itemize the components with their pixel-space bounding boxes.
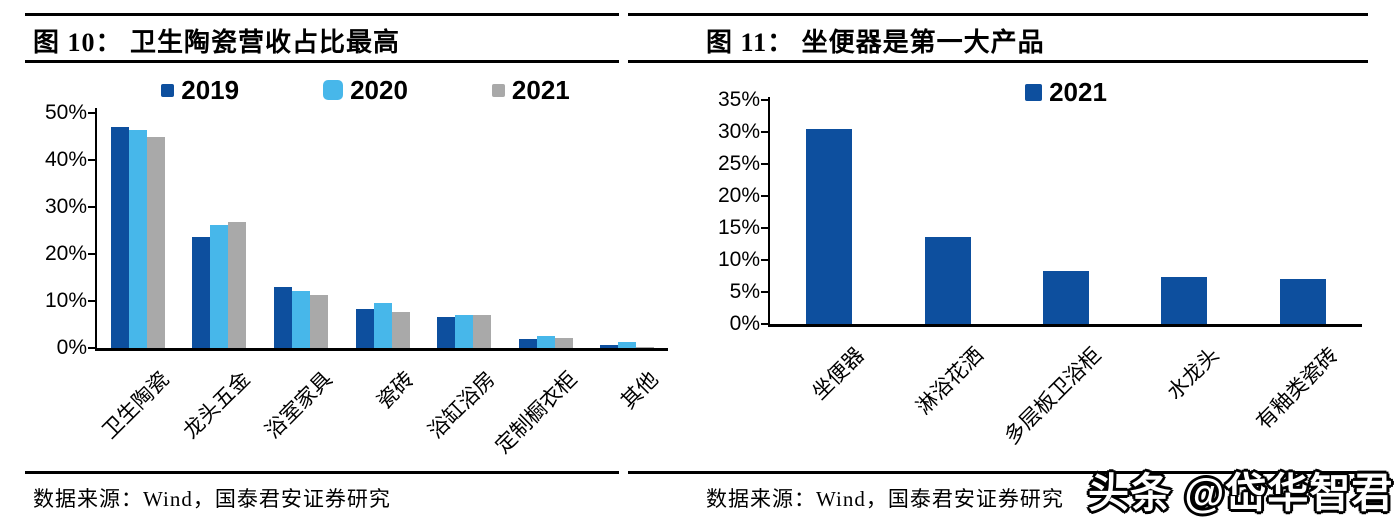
chart-bar-2021 [1161, 277, 1208, 324]
figure11-source-rule [628, 471, 1368, 474]
legend-item-2021: 2021 [1025, 79, 1107, 105]
legend-swatch-icon [491, 83, 505, 97]
y-axis-tick-mark [761, 99, 768, 101]
legend-label: 2021 [1049, 77, 1107, 107]
y-axis-tick-label: 20% [44, 242, 87, 265]
y-axis-tick-mark [88, 300, 95, 302]
y-axis-tick-label: 5% [729, 280, 760, 303]
y-axis-tick-mark [88, 206, 95, 208]
figure11-title: 图 11： 坐便器是第一大产品 [706, 28, 1045, 57]
legend-label: 2019 [181, 75, 240, 105]
x-category-label: 瓷砖 [371, 366, 419, 414]
chart-bar-2021 [554, 337, 573, 348]
y-axis-tick-mark [761, 291, 768, 293]
x-category-label: 水龙头 [1162, 342, 1225, 405]
chart-bar-2020 [536, 335, 555, 348]
y-axis-tick-label: 30% [717, 120, 760, 143]
y-axis-tick-mark [88, 253, 95, 255]
y-axis-tick-label: 50% [44, 101, 87, 124]
y-axis-line [95, 108, 97, 350]
legend-item-2020: 2020 [323, 77, 408, 103]
y-axis-tick-label: 30% [44, 195, 87, 218]
watermark-text: 头条 @岱华智君 [1088, 470, 1394, 516]
chart-bar-2019 [437, 316, 456, 348]
chart-bar-2021 [309, 294, 328, 348]
legend-item-2021: 2021 [491, 75, 570, 105]
y-axis-tick-mark [761, 323, 768, 325]
x-category-label: 多层板卫浴柜 [999, 342, 1106, 449]
legend-item-2019: 2019 [161, 77, 239, 103]
y-axis-tick-mark [761, 131, 768, 133]
y-axis-tick-label: 15% [717, 216, 760, 239]
chart-bar-2020 [128, 129, 147, 348]
figure11-legend: 2021 [770, 76, 1362, 108]
y-axis-tick-label: 10% [44, 289, 87, 312]
chart-bar-2021 [473, 314, 492, 348]
chart-bar-2021 [1279, 279, 1326, 324]
chart-bar-2021 [636, 346, 655, 348]
chart-bar-2020 [373, 303, 392, 348]
y-axis-tick-label: 20% [717, 184, 760, 207]
x-category-label: 其他 [616, 366, 664, 414]
legend-swatch-icon [1025, 83, 1043, 101]
x-category-label: 浴缸浴房 [423, 366, 500, 444]
figure11-title-rule [628, 60, 1368, 63]
y-axis-tick-mark [761, 163, 768, 165]
x-axis-line [768, 324, 1362, 327]
legend-swatch-icon [161, 83, 175, 97]
chart-bar-2020 [455, 315, 474, 348]
chart-bar-2020 [618, 341, 637, 348]
figure11-top-rule [628, 13, 1368, 16]
chart-bar-2019 [192, 236, 211, 348]
y-axis-tick-mark [761, 227, 768, 229]
figure10-source: 数据来源：Wind，国泰君安证券研究 [33, 487, 391, 511]
figure10-legend: 2019 2020 2021 [80, 74, 651, 106]
x-category-label: 卫生陶瓷 [97, 366, 174, 444]
y-axis-tick-label: 10% [717, 248, 760, 271]
chart-bar-2021 [806, 129, 853, 324]
figure10-top-rule [25, 13, 619, 16]
y-axis-line [768, 97, 770, 326]
y-axis-tick-label: 0% [56, 336, 87, 359]
x-category-label: 淋浴花洒 [911, 342, 988, 420]
y-axis-tick-mark [761, 259, 768, 261]
chart-bar-2019 [110, 127, 129, 348]
chart-bar-2019 [273, 287, 292, 348]
chart-bar-2021 [924, 236, 971, 324]
chart-bar-2021 [146, 137, 165, 348]
y-axis-tick-label: 40% [44, 148, 87, 171]
x-category-label: 龙头五金 [178, 366, 256, 444]
legend-label: 2020 [350, 75, 408, 105]
figure10-source-rule [25, 471, 619, 474]
y-axis-tick-label: 0% [729, 312, 760, 335]
chart-bar-2021 [228, 221, 247, 348]
y-axis-tick-mark [88, 159, 95, 161]
chart-bar-2019 [600, 344, 619, 348]
figure11-source: 数据来源：Wind，国泰君安证券研究 [706, 487, 1064, 511]
chart-bar-2019 [518, 339, 537, 348]
x-category-label: 浴室家具 [260, 366, 337, 444]
chart-bar-2020 [210, 225, 229, 348]
x-category-label: 有釉类瓷砖 [1251, 342, 1343, 435]
chart-bar-2021 [1043, 270, 1089, 324]
y-axis-tick-label: 25% [717, 152, 760, 175]
y-axis-tick-mark [88, 112, 95, 114]
figure10-title: 图 10： 卫生陶瓷营收占比最高 [33, 28, 401, 57]
figure10-title-rule [25, 60, 619, 63]
legend-label: 2021 [511, 75, 570, 105]
x-category-label: 坐便器 [807, 342, 870, 405]
legend-swatch-icon [323, 80, 344, 100]
y-axis-tick-mark [88, 347, 95, 349]
x-category-label: 定制橱衣柜 [490, 366, 582, 459]
y-axis-tick-label: 35% [717, 88, 760, 111]
x-axis-line [95, 348, 668, 351]
y-axis-tick-mark [761, 195, 768, 197]
chart-bar-2021 [391, 311, 410, 348]
chart-bar-2019 [355, 308, 374, 348]
chart-bar-2020 [291, 291, 310, 348]
